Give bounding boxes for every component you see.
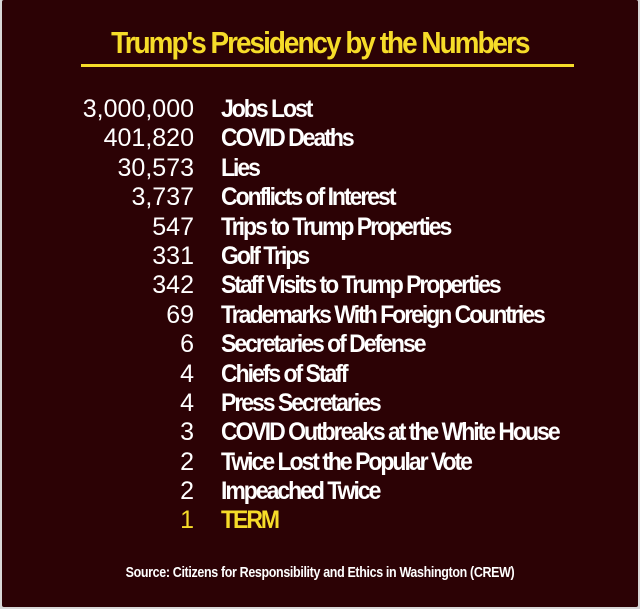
stat-label: COVID Outbreaks at the White House <box>221 418 561 447</box>
stat-number: 3,737 <box>131 183 194 212</box>
stat-row-chiefs-of-staff: 4 Chiefs of Staff <box>2 360 638 389</box>
stat-number: 4 <box>180 359 194 388</box>
title-underline <box>81 64 574 67</box>
stat-number: 3,000,000 <box>82 95 194 123</box>
stat-row-jobs-lost: 3,000,000 Jobs Lost <box>2 95 638 124</box>
page-title: Trump's Presidency by the Numbers <box>111 25 530 60</box>
stat-row-covid-outbreaks: 3 COVID Outbreaks at the White House <box>2 418 638 447</box>
stat-number: 30,573 <box>117 153 194 182</box>
stat-row-covid-deaths: 401,820 COVID Deaths <box>2 124 638 153</box>
stat-label: Jobs Lost <box>221 95 313 123</box>
stat-label: Conflicts of Interest <box>221 183 396 212</box>
stat-number: 401,820 <box>103 124 194 153</box>
source-credit: Source: Citizens for Responsibility and … <box>125 565 515 581</box>
stat-number: 69 <box>166 300 194 329</box>
stat-number: 331 <box>152 241 194 270</box>
stat-row-trademarks: 69 Trademarks With Foreign Countries <box>2 301 638 330</box>
stat-number: 547 <box>152 212 194 241</box>
stat-number: 6 <box>180 330 194 359</box>
stat-row-conflicts-of-interest: 3,737 Conflicts of Interest <box>2 183 638 212</box>
stat-label: Twice Lost the Popular Vote <box>221 447 473 476</box>
stat-number: 4 <box>180 388 194 417</box>
stat-label: Impeached Twice <box>221 477 381 506</box>
stats-list: 3,000,000 Jobs Lost 401,820 COVID Deaths… <box>2 95 638 536</box>
stat-row-staff-visits: 342 Staff Visits to Trump Properties <box>2 271 638 300</box>
stat-row-term: 1 TERM <box>2 506 638 535</box>
stat-label: Secretaries of Defense <box>221 330 427 359</box>
stat-row-press-secretaries: 4 Press Secretaries <box>2 389 638 418</box>
stat-row-golf-trips: 331 Golf Trips <box>2 242 638 271</box>
stat-number: 2 <box>180 447 194 476</box>
stat-row-impeached-twice: 2 Impeached Twice <box>2 477 638 506</box>
stat-label: TERM <box>221 506 280 535</box>
stat-row-secretaries-of-defense: 6 Secretaries of Defense <box>2 330 638 359</box>
stat-label: Chiefs of Staff <box>221 359 349 388</box>
stat-row-lies: 30,573 Lies <box>2 154 638 183</box>
stat-number: 342 <box>152 271 194 300</box>
stat-row-lost-popular-vote: 2 Twice Lost the Popular Vote <box>2 448 638 477</box>
stat-label: Trademarks With Foreign Countries <box>221 300 546 329</box>
stat-label: Trips to Trump Properties <box>221 212 452 241</box>
stat-number: 2 <box>180 477 194 506</box>
stat-row-trips-to-trump-properties: 547 Trips to Trump Properties <box>2 213 638 242</box>
stat-label: Lies <box>221 153 261 182</box>
stat-label: Golf Trips <box>221 241 310 270</box>
stat-label: Staff Visits to Trump Properties <box>221 271 502 300</box>
stat-label: Press Secretaries <box>221 388 382 417</box>
stat-number: 3 <box>180 418 194 447</box>
stat-label: COVID Deaths <box>221 124 355 153</box>
stat-number: 1 <box>180 506 194 535</box>
